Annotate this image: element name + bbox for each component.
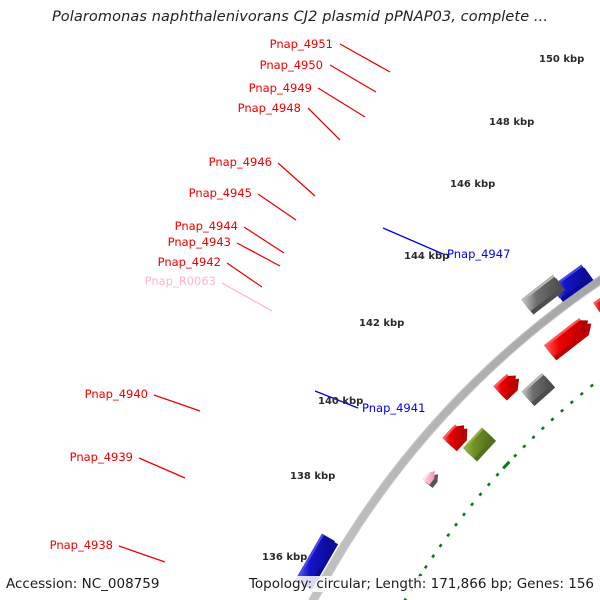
leader-line	[221, 282, 273, 312]
gene-label-pnap_4941[interactable]: Pnap_4941	[362, 401, 425, 415]
ruler-minor-tick	[589, 383, 594, 388]
ruler-minor-tick	[540, 426, 545, 431]
ruler-minor-tick	[438, 543, 443, 548]
ruler-tick-label: 140 kbp	[318, 396, 363, 407]
ruler-minor-tick	[461, 512, 467, 517]
gene-label-pnap_4943[interactable]: Pnap_4943	[168, 235, 231, 249]
leader-line	[257, 193, 297, 221]
gene-label-pnap_4949[interactable]: Pnap_4949	[249, 81, 312, 95]
ruler-tick-label: 146 kbp	[450, 179, 495, 190]
gene-body[interactable]	[462, 427, 493, 459]
gene-label-pnap_4946[interactable]: Pnap_4946	[209, 155, 272, 169]
gene-label-pnap_r0063[interactable]: Pnap_R0063	[145, 274, 216, 288]
ruler-minor-tick	[513, 453, 518, 458]
leader-line	[226, 262, 263, 288]
gene-feature[interactable]	[462, 427, 497, 462]
gene-label-pnap_4947[interactable]: Pnap_4947	[447, 247, 510, 261]
leader-line	[382, 227, 444, 255]
leader-line	[339, 43, 391, 73]
leader-line	[277, 162, 316, 197]
ruler-minor-tick	[431, 554, 436, 559]
gene-feature[interactable]	[593, 295, 600, 319]
gene-highlight-edge	[521, 275, 555, 302]
gene-highlight-edge	[521, 373, 544, 394]
gene-body[interactable]	[521, 373, 553, 403]
gene-highlight-edge	[593, 298, 600, 305]
ruler-minor-tick	[470, 502, 475, 507]
leader-line	[243, 226, 285, 254]
ruler-tick-label: 142 kbp	[359, 318, 404, 329]
ruler-tick-marks	[403, 377, 600, 600]
gene-labels-layer[interactable]: Pnap_4951 Pnap_4950 Pnap_4949 Pnap_4948 Pnap…	[50, 37, 511, 552]
ruler-tick-label: 136 kbp	[262, 552, 307, 563]
ruler-minor-tick	[454, 522, 459, 527]
gene-body[interactable]	[422, 470, 435, 485]
gene-feature[interactable]	[543, 318, 592, 361]
leader-line	[236, 242, 281, 267]
gene-body[interactable]	[593, 296, 600, 315]
gene-label-pnap_4944[interactable]: Pnap_4944	[175, 219, 238, 233]
gene-label-pnap_4939[interactable]: Pnap_4939	[70, 450, 133, 464]
gene-highlight-edge	[296, 533, 325, 580]
ruler-minor-tick	[446, 532, 451, 538]
label-leader-lines	[118, 43, 444, 563]
leader-line	[138, 457, 186, 479]
ruler-major-tick	[502, 460, 511, 470]
ruler-minor-tick	[531, 435, 536, 440]
gene-highlight-edge	[463, 427, 484, 450]
ruler-minor-tick	[559, 408, 565, 413]
ruler-minor-tick	[569, 400, 574, 405]
ruler-tick-label: 144 kbp	[404, 251, 449, 262]
gene-label-pnap_4938[interactable]: Pnap_4938	[50, 538, 113, 552]
gene-body[interactable]	[493, 375, 516, 398]
ruler-minor-tick	[495, 472, 500, 477]
gene-label-pnap_4945[interactable]: Pnap_4945	[189, 186, 252, 200]
leader-line	[329, 64, 377, 93]
plasmid-backbone[interactable]	[213, 139, 600, 600]
gene-label-pnap_4948[interactable]: Pnap_4948	[238, 101, 301, 115]
gene-highlight-edge	[442, 424, 457, 440]
gene-features-layer[interactable]	[230, 123, 600, 600]
gene-label-pnap_4950[interactable]: Pnap_4950	[260, 58, 323, 72]
gene-body[interactable]	[520, 274, 563, 312]
leader-line	[118, 545, 166, 563]
gene-label-pnap_4942[interactable]: Pnap_4942	[158, 255, 221, 269]
ruler-minor-tick	[478, 492, 483, 497]
gene-feature[interactable]	[520, 274, 566, 315]
ruler-tick-label: 150 kbp	[539, 54, 584, 65]
gene-body[interactable]	[442, 425, 465, 449]
ruler-minor-tick	[522, 444, 527, 449]
ruler-tick-label: 148 kbp	[489, 117, 534, 128]
gene-highlight-edge	[493, 373, 509, 388]
leader-line	[314, 390, 359, 409]
gene-body[interactable]	[543, 320, 589, 358]
gene-label-pnap_4940[interactable]: Pnap_4940	[85, 387, 148, 401]
gene-feature[interactable]	[521, 373, 556, 407]
ruler-minor-tick	[409, 586, 414, 591]
ruler-minor-tick	[486, 482, 491, 487]
gene-feature[interactable]	[422, 470, 438, 489]
ruler-labels-layer: 150 kbp 148 kbp 146 kbp 144 kbp 142 kbp 140 k…	[262, 54, 584, 563]
leader-line	[153, 394, 201, 412]
gene-body[interactable]	[295, 533, 335, 587]
gene-feature[interactable]	[493, 373, 520, 401]
gene-label-pnap_4951[interactable]: Pnap_4951	[270, 37, 333, 51]
ruler-minor-tick	[550, 417, 555, 422]
ruler-minor-tick	[423, 564, 428, 570]
leader-line	[317, 87, 366, 118]
ruler-tick-label: 138 kbp	[290, 471, 335, 482]
ruler-minor-tick	[579, 391, 584, 396]
gene-highlight-edge	[422, 471, 431, 481]
gene-highlight-edge	[544, 318, 581, 347]
leader-line	[307, 107, 341, 141]
gene-feature[interactable]	[442, 424, 468, 452]
ruler-major-tick	[415, 573, 423, 583]
